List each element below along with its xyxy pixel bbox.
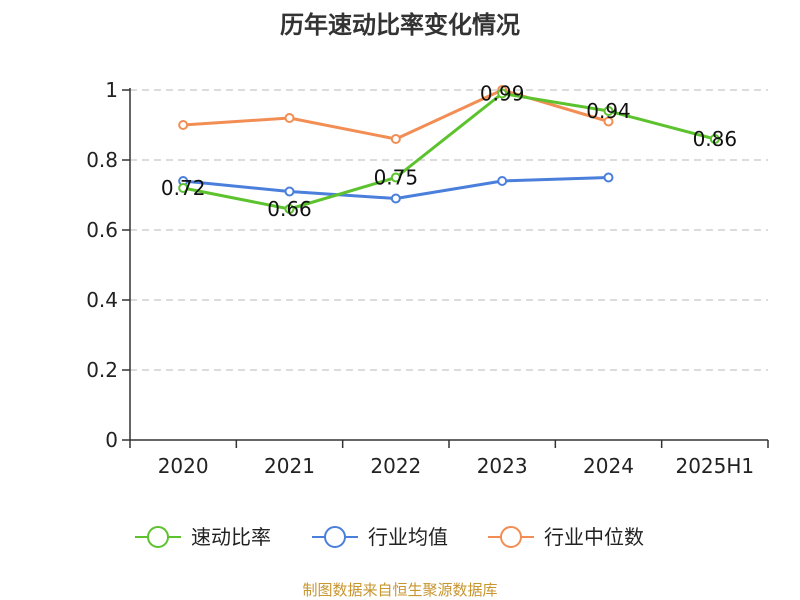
- x-tick-label: 2021: [264, 454, 315, 478]
- source-note: 制图数据来自恒生聚源数据库: [302, 581, 497, 599]
- data-point: [284, 186, 295, 197]
- legend-marker: [147, 526, 169, 548]
- data-label: 0.99: [480, 82, 525, 106]
- chart-title: 历年速动比率变化情况: [280, 11, 520, 39]
- legend-label: 速动比率: [191, 525, 271, 549]
- data-label: 0.75: [374, 166, 419, 190]
- data-point: [284, 204, 295, 214]
- data-point: [603, 116, 614, 127]
- legend-item: 行业中位数: [488, 525, 644, 549]
- data-point: [284, 113, 295, 123]
- data-point: [497, 176, 508, 186]
- legend-item: 行业均值: [312, 525, 448, 549]
- data-point: [178, 183, 189, 193]
- y-tick-label: 0.6: [86, 218, 118, 242]
- axes: 0 0.2 0.4 0.6 0.8 1 2020 2021 2022 2023 2024 2025H1: [86, 78, 769, 478]
- legend-label: 行业均值: [368, 525, 448, 549]
- data-label: 0.94: [586, 99, 631, 123]
- data-point: [178, 120, 189, 130]
- y-tick-label: 0.8: [86, 148, 118, 172]
- data-point: [390, 172, 401, 183]
- grid-lines: [130, 89, 768, 371]
- x-tick-label: 2020: [158, 454, 209, 478]
- y-tick-label: 1: [105, 78, 118, 102]
- series-line: [182, 92, 716, 211]
- series-line: [183, 88, 609, 141]
- data-point: [709, 134, 720, 144]
- series-1: [178, 172, 614, 204]
- data-label: 0.72: [161, 176, 206, 200]
- y-tick-label: 0.2: [86, 358, 118, 382]
- series-2: [178, 85, 614, 144]
- data-labels: 0.72 0.66 0.75 0.99 0.94 0.86: [161, 82, 737, 222]
- data-point: [603, 106, 614, 116]
- legend-label: 行业中位数: [544, 525, 644, 549]
- y-tick-label: 0: [105, 428, 118, 452]
- x-tick-label: 2022: [370, 454, 421, 478]
- data-point: [603, 172, 614, 183]
- x-tick-label: 2025H1: [675, 454, 754, 478]
- data-point: [390, 193, 401, 204]
- x-tick-label: 2023: [477, 454, 528, 478]
- legend: 速动比率 行业均值 行业中位数: [135, 525, 644, 549]
- x-tick-label: 2024: [583, 454, 634, 478]
- series-group: [178, 85, 720, 214]
- data-point: [390, 134, 401, 144]
- y-tick-label: 0.4: [86, 288, 118, 312]
- legend-item: 速动比率: [135, 525, 271, 549]
- data-label: 0.86: [693, 127, 738, 151]
- legend-marker: [500, 526, 522, 548]
- series-0: [178, 88, 720, 214]
- legend-marker: [324, 526, 346, 548]
- data-label: 0.66: [267, 197, 312, 221]
- data-point: [497, 88, 508, 99]
